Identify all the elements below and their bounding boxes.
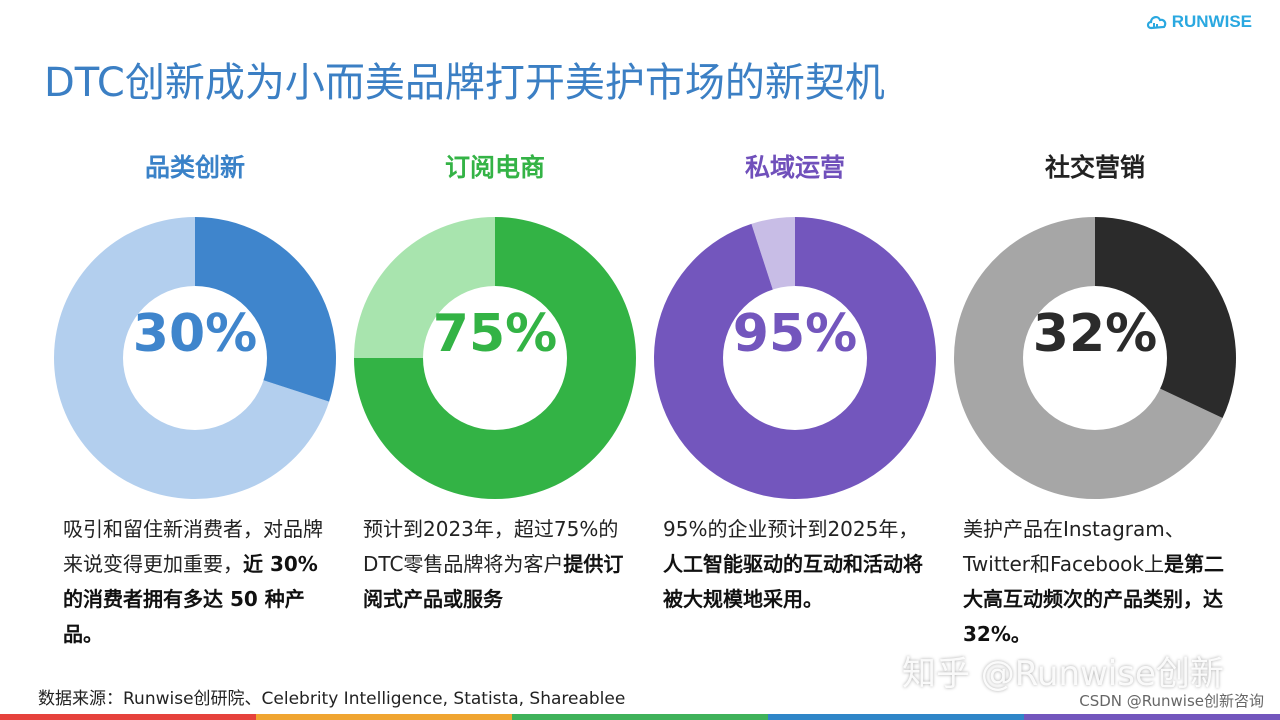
chart-title: 品类创新 <box>144 153 245 182</box>
zhihu-watermark: 知乎 @Runwise创新 <box>902 654 1224 694</box>
donut-chart <box>53 217 336 500</box>
donut-hole <box>1023 286 1167 430</box>
description-segment: 是第二大高互动频次 <box>963 552 1225 611</box>
description-segment: 人工智能驱 <box>663 552 763 576</box>
description-segment: 75%的DTC零售品牌 <box>363 517 619 576</box>
chart-title: 社交营销 <box>1044 153 1145 182</box>
description-segment: 的产品类别，达32%。 <box>963 587 1223 646</box>
description-segment: 将为客户 <box>483 552 564 576</box>
footer-color-segment <box>768 714 1024 720</box>
donut-chart <box>654 217 936 499</box>
footer-color-segment <box>1024 714 1280 720</box>
description-segment: 吸引和留住新消费者， <box>63 517 263 541</box>
data-source: 数据来源：Runwise创研院、Celebrity Intelligence, … <box>38 689 626 709</box>
description-segment: 2025年， <box>827 517 919 541</box>
chart-description: 美护产品在Instagram、 Twitter和Facebook上是第二大高互动频… <box>963 512 1233 652</box>
donut-value-label: 75% <box>432 304 558 364</box>
footer-color-segment <box>512 714 768 720</box>
description-segment: 95%的企业预计到 <box>663 517 828 541</box>
footer-color-segment <box>256 714 512 720</box>
description-segment: 对品牌来说变得更加 <box>63 517 323 576</box>
csdn-watermark: CSDN @Runwise创新咨询 <box>1079 692 1264 710</box>
description-segment: 提供订阅式 <box>363 552 624 611</box>
description-segment: 美护产品在Instagram、 <box>963 517 1185 541</box>
description-segment: 动的互动和活动将被 <box>663 552 923 611</box>
chart-title: 私域运营 <box>744 153 845 182</box>
chart-title: 订阅电商 <box>444 153 545 182</box>
donut-hole <box>123 286 267 430</box>
donut-chart <box>954 217 1236 499</box>
chart-panel: 社交营销 32% 美护产品在Instagram、 Twitter和Facebook上是… <box>945 140 1245 660</box>
page-title: DTC创新成为小而美品牌打开美护市场的新契机 <box>44 60 885 106</box>
chart-description: 预计到2023年，超过75%的DTC零售品牌将为客户提供订阅式产品或服务 <box>363 512 633 617</box>
donut-value-label: 30% <box>132 304 258 364</box>
description-segment: 大规模地采用。 <box>683 587 823 611</box>
chart-panel: 订阅电商 75% 预计到2023年，超过75%的DTC零售品牌将为客户提供订阅式产品… <box>345 140 645 660</box>
chart-panel: 私域运营 95% 95%的企业预计到2025年， 人工智能驱动的互动和活动将被大规模地… <box>645 140 945 660</box>
donut-hole <box>723 286 867 430</box>
donut-hole <box>423 286 567 430</box>
chart-description: 95%的企业预计到2025年， 人工智能驱动的互动和活动将被大规模地采用。 <box>663 512 933 617</box>
description-segment: 重要， <box>183 552 243 576</box>
brand-name: RUNWISE <box>1171 12 1252 31</box>
footer-color-segment <box>0 714 256 720</box>
description-segment: 预计到2023年，超过 <box>363 517 554 541</box>
footer-color-bar <box>0 714 1280 720</box>
runwise-logo: RUNWISE <box>1146 12 1252 32</box>
donut-chart <box>354 217 636 499</box>
donut-value-label: 95% <box>732 304 858 364</box>
chart-description: 吸引和留住新消费者，对品牌来说变得更加重要，近 30% 的消费者拥有多达 50 … <box>63 512 333 652</box>
description-segment: 者拥有多达 50 种产品。 <box>63 587 305 646</box>
chart-panel: 品类创新 30% 吸引和留住新消费者，对品牌来说变得更加重要，近 30% 的消费者拥… <box>45 140 345 660</box>
description-segment: 近 30% 的消费 <box>63 552 318 611</box>
description-segment: Twitter和Facebook上 <box>963 552 1165 576</box>
donut-value-label: 32% <box>1032 304 1158 364</box>
description-segment: 产品或服务 <box>403 587 503 611</box>
cloud-logo-icon <box>1146 16 1167 30</box>
